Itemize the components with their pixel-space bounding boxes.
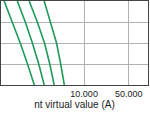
svg-text:10.000: 10.000 [70, 89, 98, 99]
svg-text:50.000: 50.000 [115, 89, 143, 99]
svg-text:nt virtual value (A): nt virtual value (A) [34, 99, 115, 110]
